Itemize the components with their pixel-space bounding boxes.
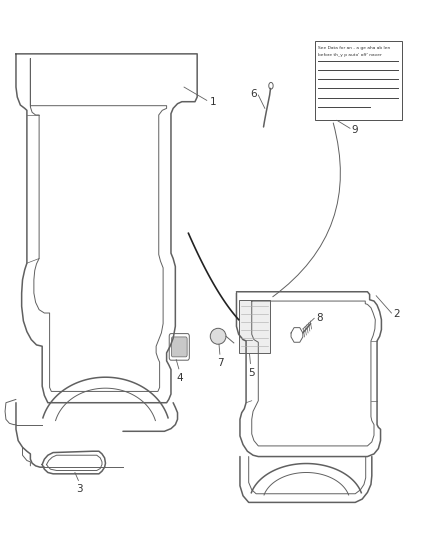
Text: See Data for an - a ge aha ab len: See Data for an - a ge aha ab len (318, 46, 390, 50)
Text: 8: 8 (316, 313, 322, 324)
FancyArrowPatch shape (273, 123, 340, 297)
Bar (315, 41, 403, 120)
FancyBboxPatch shape (171, 337, 187, 357)
Text: 1: 1 (209, 96, 216, 107)
Text: 7: 7 (217, 358, 224, 368)
Text: 4: 4 (177, 373, 183, 383)
Text: 2: 2 (394, 309, 400, 319)
Text: 5: 5 (248, 368, 254, 377)
Text: before th_y p auto' off' naver: before th_y p auto' off' naver (318, 53, 381, 56)
Text: 6: 6 (250, 88, 257, 99)
Bar (239, 300, 270, 353)
FancyBboxPatch shape (169, 334, 189, 360)
Text: 3: 3 (76, 484, 83, 495)
Ellipse shape (210, 328, 226, 344)
Text: 9: 9 (352, 125, 358, 135)
